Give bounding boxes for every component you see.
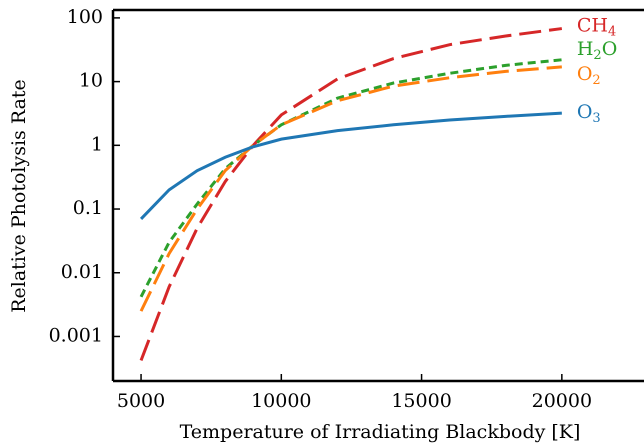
- y-axis-label: Relative Photolysis Rate: [8, 79, 30, 313]
- line: [139, 65, 562, 312]
- x-tick-label: 10000: [251, 390, 311, 412]
- legend-label: O2: [577, 63, 601, 88]
- line: [139, 111, 562, 220]
- y-tick-label: 10: [79, 70, 103, 92]
- legend-label: H2O: [577, 38, 617, 63]
- legend-label: CH4: [577, 15, 616, 40]
- x-tick-label: 20000: [532, 390, 592, 412]
- y-tick-label: 100: [67, 6, 103, 28]
- line: [139, 27, 563, 362]
- x-tick-label: 5000: [117, 390, 165, 412]
- legend-label: O3: [577, 101, 601, 126]
- y-tick-label: 0.01: [61, 261, 103, 283]
- y-tick-label: 0.1: [73, 197, 103, 219]
- y-tick-label: 0.001: [49, 324, 103, 346]
- line: [139, 58, 562, 298]
- x-axis-label: Temperature of Irradiating Blackbody [K]: [180, 421, 581, 443]
- x-tick-label: 15000: [391, 390, 451, 412]
- y-tick-label: 1: [91, 133, 103, 155]
